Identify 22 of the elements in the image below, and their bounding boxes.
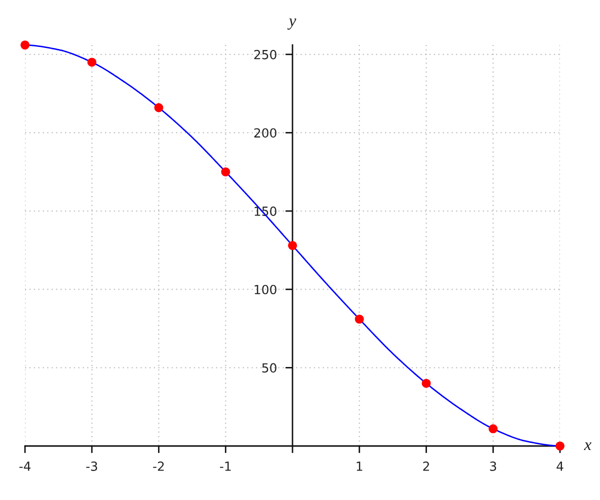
point (221, 167, 230, 176)
y-tick-label: 250 (254, 50, 276, 60)
point (87, 58, 96, 67)
point (154, 103, 164, 112)
x-axis-title: x (584, 442, 592, 450)
y-axis-title: y (287, 18, 296, 30)
point (20, 40, 30, 50)
point (354, 314, 364, 324)
y-tick-label: 200 (254, 128, 276, 138)
x-tick-label: -3 (86, 462, 98, 471)
x-tick-label: -4 (19, 462, 31, 471)
x-tick-label: 2 (423, 462, 429, 471)
point (422, 378, 431, 388)
point (488, 424, 498, 434)
point (288, 240, 298, 250)
x-tick-label: -2 (153, 462, 164, 471)
y-tick-label: 50 (262, 363, 276, 373)
y-tick-label: 100 (254, 284, 276, 294)
x-tick-label: 4 (556, 462, 564, 471)
x-tick-label: -1 (220, 462, 231, 471)
x-tick-label: 1 (356, 462, 362, 471)
x-tick-label: 3 (490, 462, 496, 471)
